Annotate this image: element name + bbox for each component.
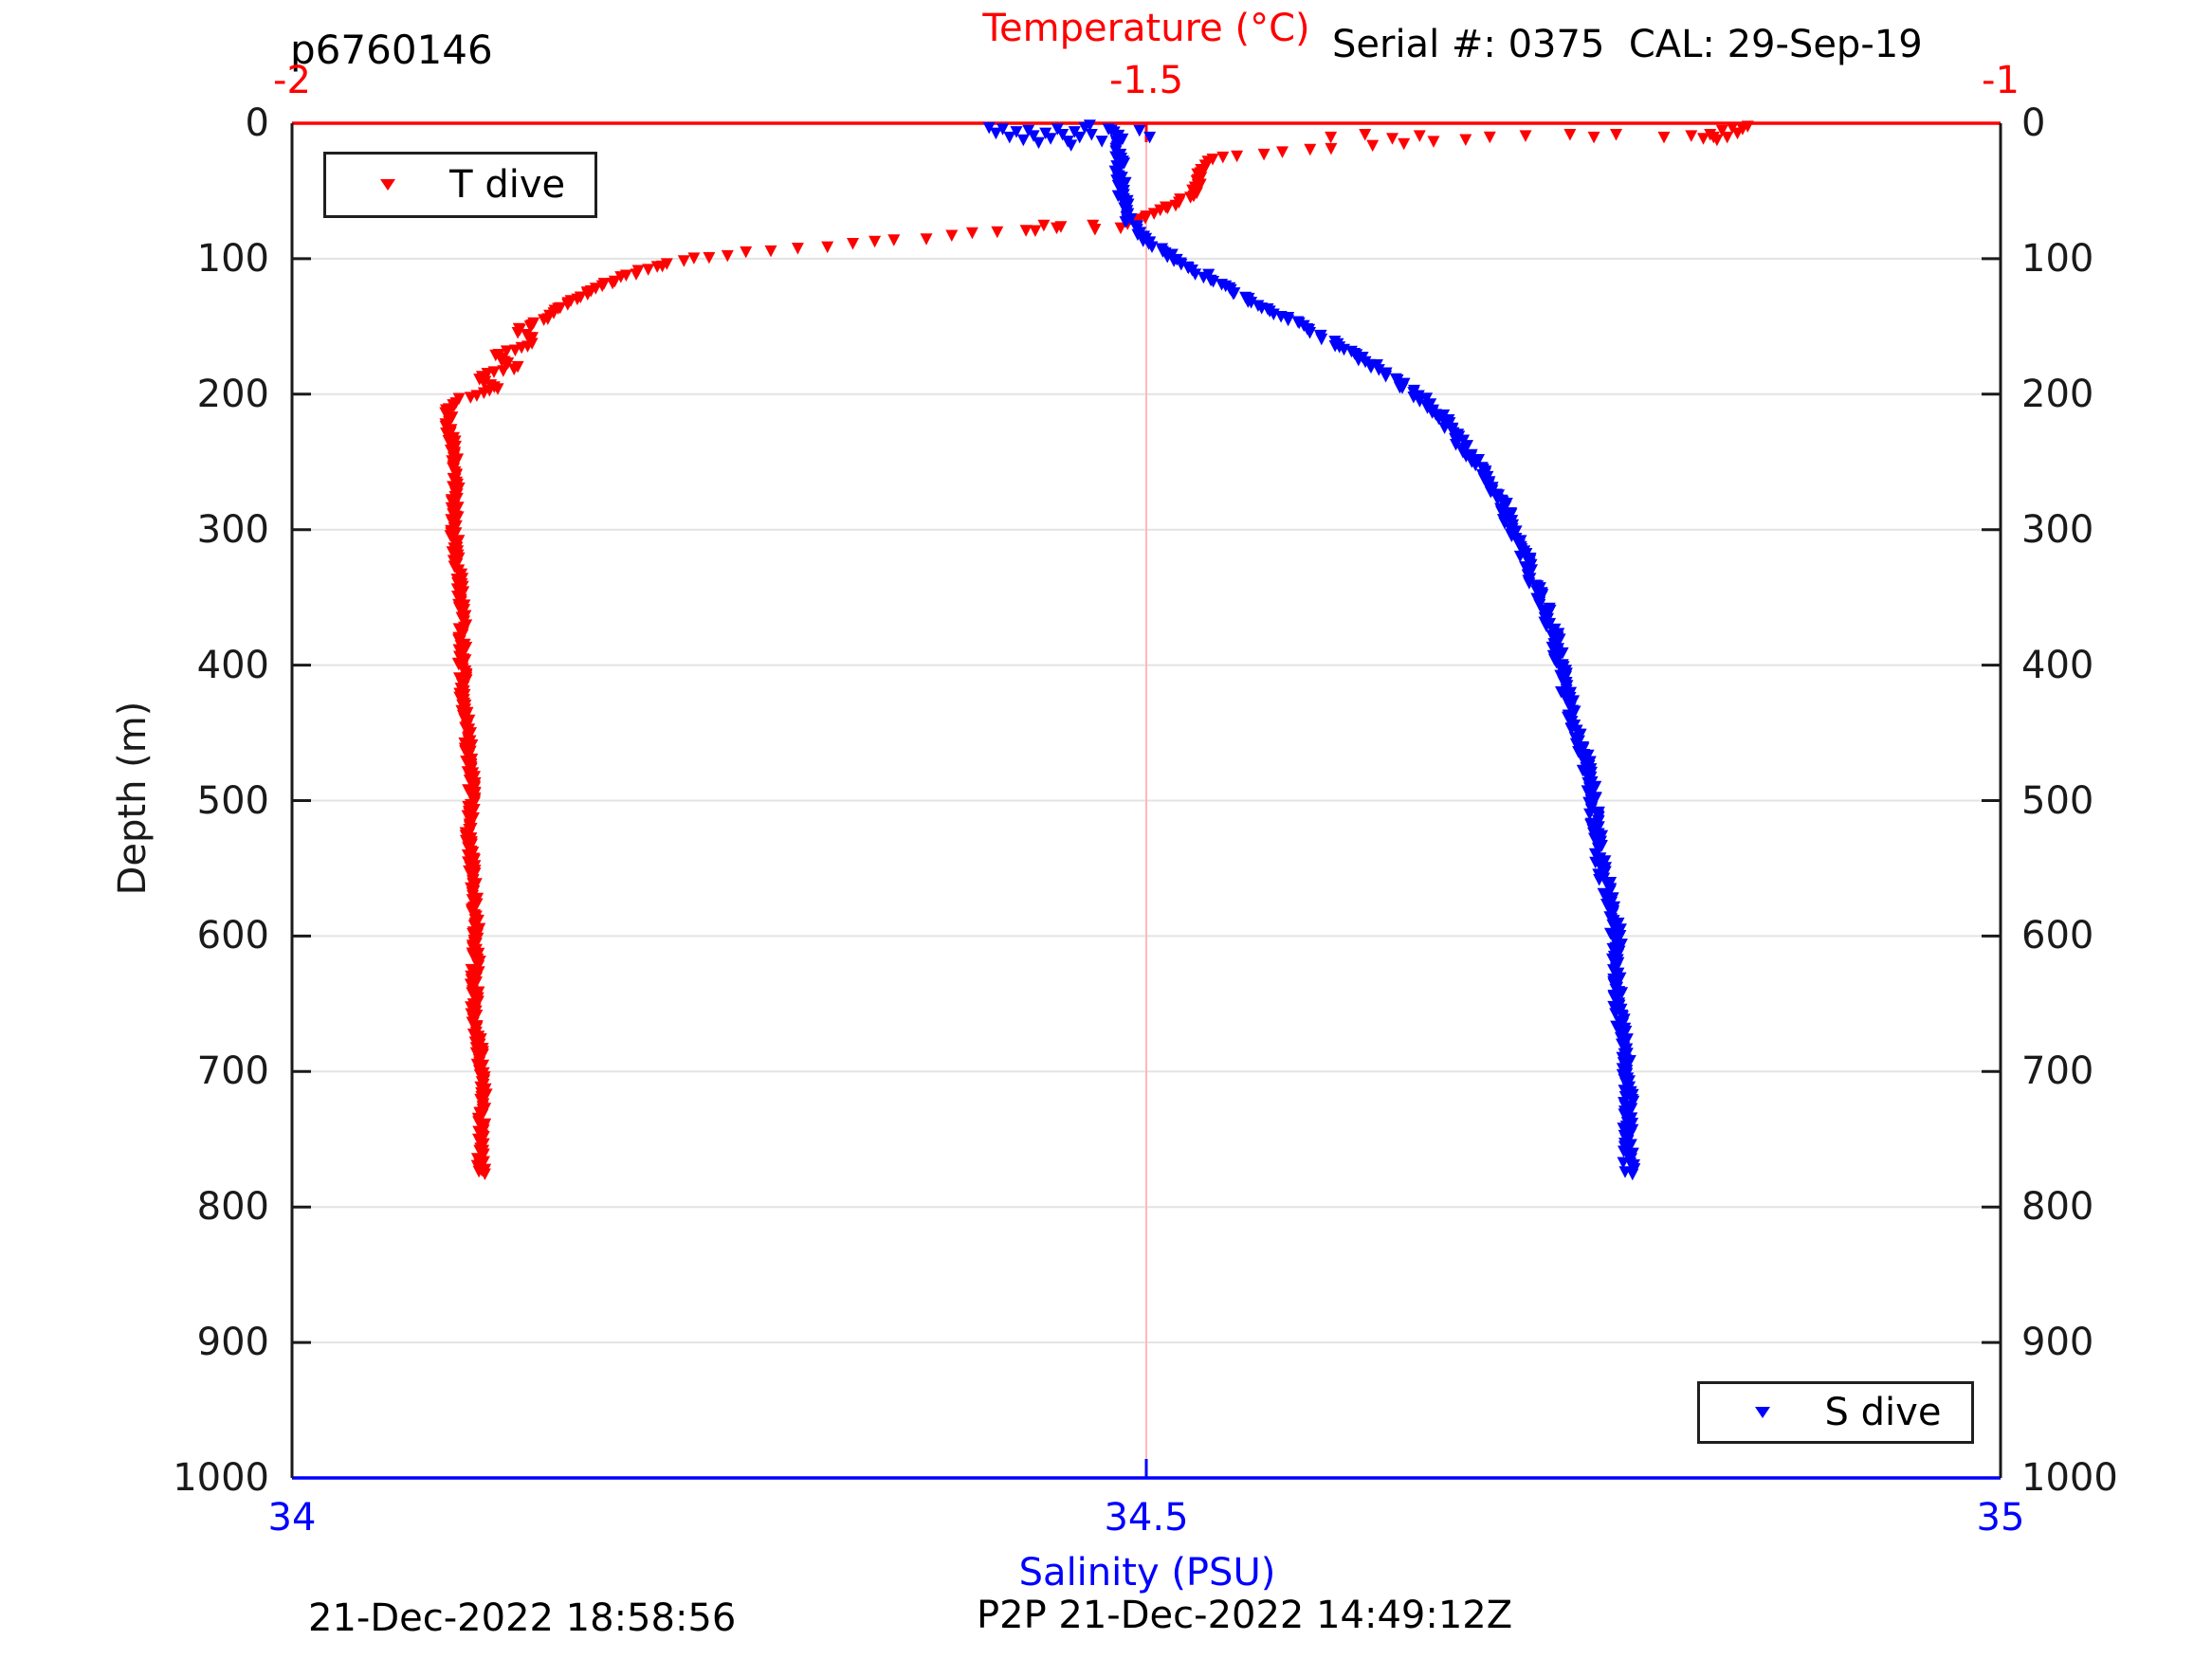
- depth-ticks-left-label: 600: [196, 914, 269, 958]
- p2p-timestamp-text: P2P 21-Dec-2022 14:49:12Z: [977, 1594, 1513, 1637]
- sal-ticks-label: 34.5: [1104, 1496, 1189, 1540]
- salinity-axis-label: Salinity (PSU): [1018, 1551, 1276, 1595]
- depth-ticks-left-label: 200: [196, 372, 269, 416]
- depth-ticks-right-label: 1000: [2021, 1456, 2118, 1500]
- red-triangle-down-icon: [380, 179, 396, 191]
- temp-ticks-label: -2: [273, 59, 311, 102]
- depth-ticks-right-label: 500: [2021, 778, 2094, 823]
- depth-ticks-left-label: 900: [196, 1321, 269, 1365]
- legend-t-dive: T dive: [323, 152, 597, 218]
- depth-ticks-right-label: 700: [2021, 1049, 2094, 1094]
- legend-t-label: T dive: [449, 163, 566, 207]
- legend-s-marker-cell: [1700, 1407, 1825, 1418]
- gridlines: [292, 123, 2001, 1478]
- serial-cal-text: Serial #: 0375 CAL: 29-Sep-19: [1332, 23, 1923, 66]
- depth-ticks-right-label: 900: [2021, 1321, 2094, 1365]
- depth-ticks-right-label: 800: [2021, 1185, 2094, 1230]
- legend-s-label: S dive: [1824, 1391, 1942, 1434]
- temperature-profile-markers: [439, 120, 1754, 1180]
- depth-ticks-right-label: 400: [2021, 643, 2094, 687]
- blue-triangle-down-icon: [1754, 1407, 1770, 1418]
- depth-ticks-right-label: 300: [2021, 507, 2094, 552]
- depth-ticks-left-label: 400: [196, 643, 269, 687]
- depth-ticks-left-label: 300: [196, 507, 269, 552]
- depth-ticks-left-label: 0: [245, 101, 269, 145]
- depth-ticks-right-label: 100: [2021, 236, 2094, 281]
- temperature-axis-label: Temperature (°C): [982, 7, 1310, 50]
- legend-t-marker-cell: [326, 179, 449, 191]
- axis-spines: [290, 121, 2002, 1480]
- figure-title: p6760146: [290, 27, 493, 73]
- legend-s-dive: S dive: [1697, 1381, 1974, 1444]
- depth-ticks-left-label: 500: [196, 778, 269, 823]
- depth-ticks-left-label: 700: [196, 1049, 269, 1094]
- salinity-profile-markers: [982, 119, 1641, 1181]
- depth-ticks-right-label: 200: [2021, 372, 2094, 416]
- depth-ticks-left-label: 1000: [173, 1456, 269, 1500]
- temp-ticks-label: -1.5: [1108, 59, 1184, 102]
- dive-timestamp-text: 21-Dec-2022 18:58:56: [308, 1596, 737, 1640]
- depth-ticks-left-label: 100: [196, 236, 269, 281]
- depth-ticks-right-label: 0: [2021, 101, 2046, 145]
- depth-axis-label: Depth (m): [111, 701, 155, 896]
- temp-ticks-label: -1: [1982, 59, 2020, 102]
- depth-ticks-left-label: 800: [196, 1185, 269, 1230]
- depth-ticks-right-label: 600: [2021, 914, 2094, 958]
- sal-ticks-label: 35: [1976, 1496, 2025, 1540]
- sal-ticks-label: 34: [267, 1496, 317, 1540]
